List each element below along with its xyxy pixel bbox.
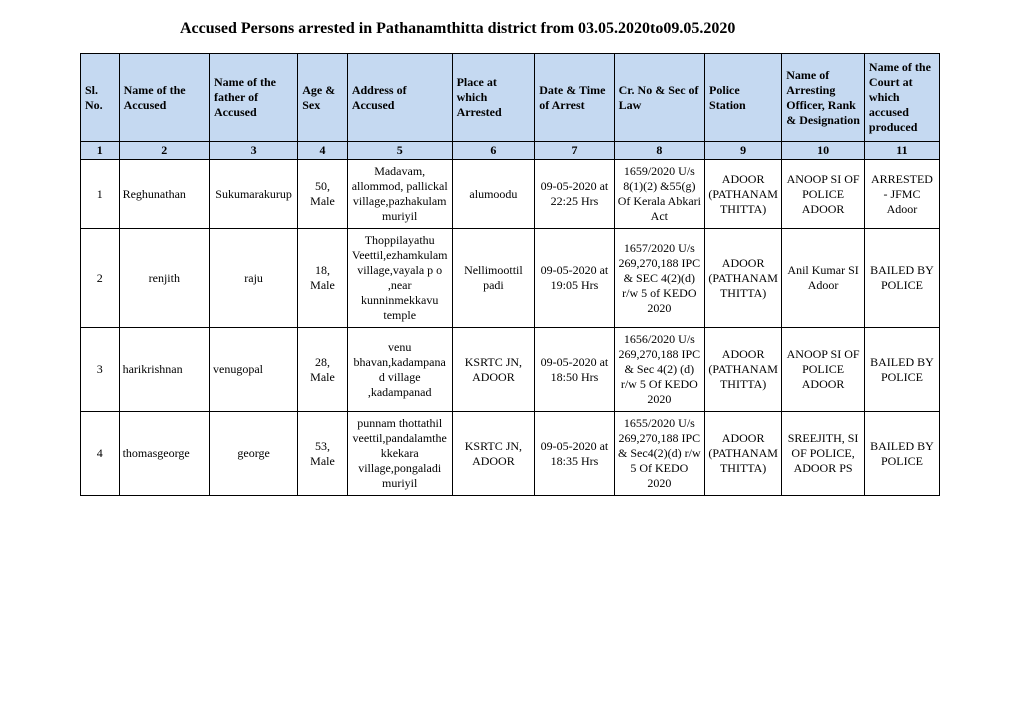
cell-address: Thoppilayathu Veettil,ezhamkulam village…	[347, 229, 452, 328]
cell-crno: 1659/2020 U/s 8(1)(2) &55(g) Of Kerala A…	[614, 160, 704, 229]
cell-place: alumoodu	[452, 160, 535, 229]
cell-officer: ANOOP SI OF POLICE ADOOR	[782, 328, 865, 412]
cell-age: 50, Male	[298, 160, 348, 229]
page-title: Accused Persons arrested in Pathanamthit…	[180, 20, 940, 38]
cell-datetime: 09-05-2020 at 19:05 Hrs	[535, 229, 614, 328]
cell-officer: SREEJITH, SI OF POLICE, ADOOR PS	[782, 412, 865, 496]
header-father: Name of the father of Accused	[210, 54, 298, 142]
cell-sl: 4	[81, 412, 120, 496]
colnum: 7	[535, 142, 614, 160]
colnum: 1	[81, 142, 120, 160]
cell-court: BAILED BY POLICE	[864, 229, 939, 328]
cell-accused: thomasgeorge	[119, 412, 209, 496]
header-accused: Name of the Accused	[119, 54, 209, 142]
colnum: 4	[298, 142, 348, 160]
cell-age: 53, Male	[298, 412, 348, 496]
cell-court: BAILED BY POLICE	[864, 412, 939, 496]
table-row: 1 Reghunathan Sukumarakurup 50, Male Mad…	[81, 160, 940, 229]
cell-datetime: 09-05-2020 at 22:25 Hrs	[535, 160, 614, 229]
colnum: 11	[864, 142, 939, 160]
cell-crno: 1656/2020 U/s 269,270,188 IPC & Sec 4(2)…	[614, 328, 704, 412]
cell-father: venugopal	[210, 328, 298, 412]
cell-place: Nellimoottil padi	[452, 229, 535, 328]
header-sl: Sl. No.	[81, 54, 120, 142]
cell-sl: 1	[81, 160, 120, 229]
cell-accused: renjith	[119, 229, 209, 328]
cell-place: KSRTC JN, ADOOR	[452, 412, 535, 496]
cell-sl: 2	[81, 229, 120, 328]
cell-datetime: 09-05-2020 at 18:35 Hrs	[535, 412, 614, 496]
header-court: Name of the Court at which accused produ…	[864, 54, 939, 142]
header-station: Police Station	[705, 54, 782, 142]
cell-station: ADOOR (PATHANAMTHITTA)	[705, 412, 782, 496]
cell-accused: harikrishnan	[119, 328, 209, 412]
cell-father: Sukumarakurup	[210, 160, 298, 229]
cell-crno: 1657/2020 U/s 269,270,188 IPC & SEC 4(2)…	[614, 229, 704, 328]
column-number-row: 1 2 3 4 5 6 7 8 9 10 11	[81, 142, 940, 160]
header-age: Age & Sex	[298, 54, 348, 142]
cell-station: ADOOR (PATHANAMTHITTA)	[705, 160, 782, 229]
cell-father: raju	[210, 229, 298, 328]
cell-place: KSRTC JN, ADOOR	[452, 328, 535, 412]
colnum: 9	[705, 142, 782, 160]
colnum: 10	[782, 142, 865, 160]
cell-officer: Anil Kumar SI Adoor	[782, 229, 865, 328]
header-address: Address of Accused	[347, 54, 452, 142]
header-place: Place at which Arrested	[452, 54, 535, 142]
cell-datetime: 09-05-2020 at 18:50 Hrs	[535, 328, 614, 412]
colnum: 3	[210, 142, 298, 160]
table-row: 3 harikrishnan venugopal 28, Male venu b…	[81, 328, 940, 412]
cell-court: ARRESTED - JFMC Adoor	[864, 160, 939, 229]
table-row: 4 thomasgeorge george 53, Male punnam th…	[81, 412, 940, 496]
cell-address: venu bhavan,kadampanad village ,kadampan…	[347, 328, 452, 412]
colnum: 5	[347, 142, 452, 160]
colnum: 2	[119, 142, 209, 160]
cell-father: george	[210, 412, 298, 496]
header-officer: Name of Arresting Officer, Rank & Design…	[782, 54, 865, 142]
cell-station: ADOOR (PATHANAMTHITTA)	[705, 328, 782, 412]
cell-sl: 3	[81, 328, 120, 412]
header-row: Sl. No. Name of the Accused Name of the …	[81, 54, 940, 142]
cell-crno: 1655/2020 U/s 269,270,188 IPC & Sec4(2)(…	[614, 412, 704, 496]
cell-court: BAILED BY POLICE	[864, 328, 939, 412]
cell-age: 18, Male	[298, 229, 348, 328]
cell-station: ADOOR (PATHANAMTHITTA)	[705, 229, 782, 328]
colnum: 8	[614, 142, 704, 160]
cell-accused: Reghunathan	[119, 160, 209, 229]
header-crno: Cr. No & Sec of Law	[614, 54, 704, 142]
cell-address: Madavam, allommod, pallickal village,paz…	[347, 160, 452, 229]
colnum: 6	[452, 142, 535, 160]
cell-address: punnam thottathil veettil,pandalamthekke…	[347, 412, 452, 496]
header-datetime: Date & Time of Arrest	[535, 54, 614, 142]
table-row: 2 renjith raju 18, Male Thoppilayathu Ve…	[81, 229, 940, 328]
cell-officer: ANOOP SI OF POLICE ADOOR	[782, 160, 865, 229]
cell-age: 28, Male	[298, 328, 348, 412]
arrest-table: Sl. No. Name of the Accused Name of the …	[80, 53, 940, 496]
